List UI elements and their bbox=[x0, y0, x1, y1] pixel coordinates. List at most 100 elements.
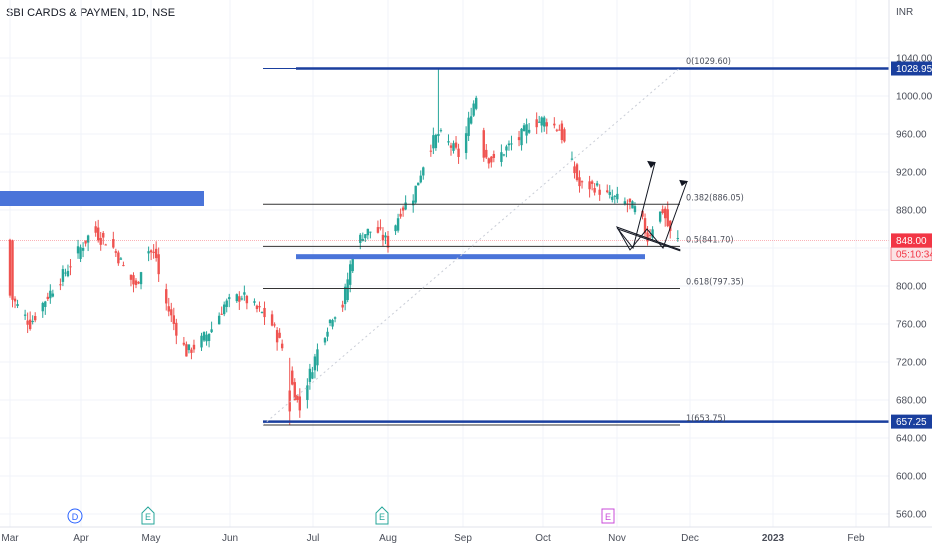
candle-body bbox=[651, 229, 654, 238]
currency-label: INR bbox=[896, 7, 913, 18]
candle-body bbox=[633, 206, 637, 213]
candle-body bbox=[333, 317, 337, 319]
top-level-tag-text: 1028.95 bbox=[896, 64, 932, 75]
candle-body bbox=[396, 218, 400, 231]
time-tick-label: Apr bbox=[73, 533, 89, 544]
candle-body bbox=[527, 129, 531, 133]
top-level-tag-bg bbox=[891, 61, 932, 76]
candle-body bbox=[154, 248, 158, 259]
fib-trendline bbox=[262, 67, 681, 426]
candle-body bbox=[323, 338, 327, 343]
candle-body bbox=[263, 307, 266, 318]
candle-body bbox=[349, 264, 352, 285]
candle-body bbox=[288, 390, 291, 412]
candle-body bbox=[167, 306, 170, 312]
candle-body bbox=[454, 142, 458, 148]
candle-body bbox=[220, 313, 223, 315]
candle-body bbox=[238, 296, 241, 302]
candle-body bbox=[485, 149, 488, 158]
candle-body bbox=[492, 154, 496, 158]
candle-body bbox=[328, 319, 332, 324]
candle-body bbox=[51, 293, 55, 297]
candle-body bbox=[522, 125, 526, 132]
candle-body bbox=[590, 181, 594, 184]
candle-body bbox=[578, 177, 581, 187]
candle-body bbox=[258, 306, 261, 308]
projection-arrows[interactable] bbox=[615, 160, 689, 252]
candle-body bbox=[422, 167, 425, 176]
price-tick-label: 1040.00 bbox=[896, 54, 932, 65]
candle-body bbox=[500, 152, 503, 162]
candle-body bbox=[34, 316, 37, 321]
bottom-level-tag: 657.25 bbox=[891, 414, 932, 429]
candle-body bbox=[401, 207, 405, 211]
earnings-icon-box bbox=[141, 506, 155, 525]
candle-body bbox=[207, 333, 211, 341]
candle-body bbox=[611, 196, 614, 200]
price-tick-label: 880.00 bbox=[896, 206, 927, 217]
candle-body bbox=[202, 332, 206, 341]
time-axis[interactable]: Mar Apr May Jun Jul Aug Sep Oct Nov Dec 2023 Feb bbox=[0, 526, 932, 544]
candle-body bbox=[487, 158, 490, 164]
candle-body bbox=[472, 103, 475, 116]
fib-label: 0(1029.60) bbox=[686, 57, 731, 67]
countdown-text: 05:10:34 bbox=[896, 249, 932, 260]
candle-body bbox=[343, 286, 347, 304]
candle-body bbox=[278, 332, 281, 338]
candle-body bbox=[666, 209, 669, 227]
candle-body bbox=[676, 238, 679, 240]
candle-body bbox=[575, 164, 579, 181]
price-tick-label: 720.00 bbox=[896, 358, 927, 369]
fib-label: 0.382(886.05) bbox=[686, 193, 744, 203]
candle-body bbox=[291, 370, 294, 385]
fib-label: 0.618(797.35) bbox=[686, 278, 744, 288]
candle-body bbox=[364, 234, 367, 239]
candle-body bbox=[482, 130, 485, 158]
candle-body bbox=[66, 270, 70, 277]
candle-body bbox=[394, 225, 397, 232]
candle-body bbox=[346, 279, 349, 300]
candle-body bbox=[44, 301, 47, 307]
candle-body bbox=[49, 290, 52, 299]
earnings-icon[interactable]: E bbox=[375, 506, 389, 525]
fib-label: 1(653.75) bbox=[686, 414, 726, 424]
candle-body bbox=[429, 150, 433, 152]
price-tick-label: 680.00 bbox=[896, 396, 927, 407]
price-scale[interactable]: INR 560.00 600.00 640.00 680.00 720.00 760.00 8… bbox=[888, 0, 932, 527]
candle-body bbox=[61, 269, 65, 282]
candle-body bbox=[316, 349, 319, 366]
candle-body bbox=[452, 143, 455, 151]
candle-body bbox=[341, 304, 344, 308]
candle-body bbox=[139, 272, 143, 285]
dividend-icon[interactable]: D bbox=[67, 508, 83, 524]
projection-arrow-low[interactable] bbox=[615, 181, 688, 251]
candle-body bbox=[31, 321, 34, 323]
support-zone[interactable] bbox=[296, 254, 645, 260]
candle-body bbox=[432, 135, 435, 149]
candle-body bbox=[255, 305, 259, 309]
candle-body bbox=[593, 188, 596, 193]
earnings-icon[interactable]: E bbox=[141, 506, 155, 525]
candle-body bbox=[296, 395, 299, 400]
candle-body bbox=[114, 251, 118, 253]
candle-body bbox=[517, 137, 521, 141]
candle-body bbox=[112, 239, 115, 248]
candle-body bbox=[253, 301, 256, 303]
candle-body bbox=[555, 129, 559, 131]
candle-body bbox=[535, 119, 538, 128]
candle-body bbox=[165, 289, 168, 304]
candle-body bbox=[558, 129, 561, 131]
earnings-icon[interactable]: E bbox=[601, 508, 615, 524]
supply-zone-left[interactable] bbox=[0, 191, 204, 206]
candle-body bbox=[616, 193, 619, 200]
candle-body bbox=[447, 141, 450, 143]
projection-arrow-high[interactable] bbox=[616, 162, 681, 252]
time-tick-label: Nov bbox=[608, 533, 626, 544]
candle-body bbox=[525, 124, 528, 136]
candle-body bbox=[595, 183, 599, 186]
time-tick-label: 2023 bbox=[762, 533, 785, 544]
candle-body bbox=[129, 274, 133, 280]
candle-body bbox=[464, 133, 468, 153]
price-tick-label: 800.00 bbox=[896, 282, 927, 293]
